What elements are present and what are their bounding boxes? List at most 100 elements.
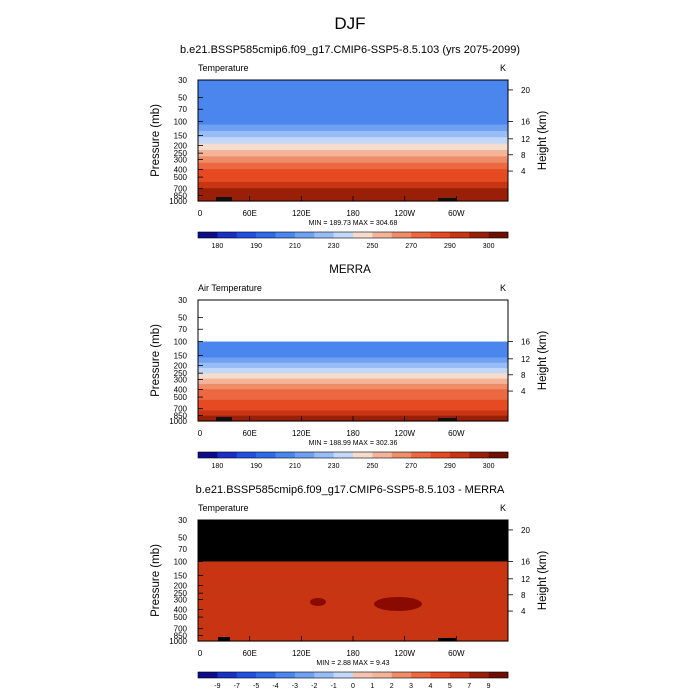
colorbar-frame: [197, 451, 509, 459]
y-tick-label: 250: [174, 149, 188, 158]
x-tick-label: 0: [198, 429, 203, 438]
colorbar-label: -4: [272, 683, 278, 690]
colorbar-swatch: [411, 232, 431, 238]
colorbar-swatch: [469, 452, 489, 458]
y-tick-label: 500: [174, 173, 188, 182]
contour-band: [198, 368, 508, 374]
colorbar-swatch: [198, 232, 218, 238]
colorbar-label: -3: [292, 683, 298, 690]
missing-data-region: [198, 520, 508, 562]
y-tick-label: 50: [178, 314, 187, 323]
y-tick-label: 700: [174, 625, 188, 634]
y-tick-label: 70: [178, 105, 187, 114]
colorbar-swatch: [391, 232, 412, 238]
colorbar-label: 230: [328, 463, 340, 470]
colorbar-swatch: [488, 232, 509, 238]
colorbar-frame: [197, 231, 509, 239]
y-tick-label: 150: [174, 572, 188, 581]
colorbar-swatch: [275, 232, 296, 238]
y-tick-label: 150: [174, 352, 188, 361]
terrain-mask: [216, 417, 232, 421]
height-tick-label: 20: [521, 526, 530, 535]
contour-blob: [310, 598, 326, 606]
y-tick-label: 30: [178, 516, 187, 525]
panel-right-label: K: [500, 503, 506, 513]
contour-band: [198, 373, 508, 380]
height-tick-label: 8: [521, 151, 526, 160]
contour-band: [198, 156, 508, 164]
y-tick-label: 30: [178, 76, 187, 85]
colorbar-swatch: [333, 232, 354, 238]
colorbar-swatch: [314, 672, 334, 678]
contour-band: [198, 568, 508, 576]
x-tick-label: 0: [198, 649, 203, 658]
x-tick-label: 180: [346, 649, 360, 658]
colorbar-label: 5: [448, 683, 452, 690]
min-max-stats: MIN = 188.99 MAX = 302.36: [309, 440, 398, 447]
y-tick-label: 200: [174, 581, 188, 590]
y-tick-label: 500: [174, 393, 188, 402]
colorbar-swatch: [198, 672, 218, 678]
colorbar-swatch: [275, 672, 296, 678]
x-tick-label: 120W: [394, 209, 415, 218]
y-tick-label: 300: [174, 375, 188, 384]
y-axis-label: Pressure (mb): [150, 544, 162, 617]
x-tick-label: 120W: [394, 649, 415, 658]
height-axis-label: Height (km): [537, 331, 549, 391]
y-tick-label: 400: [174, 385, 188, 394]
colorbar-swatch: [488, 452, 509, 458]
colorbar-swatch: [430, 232, 451, 238]
colorbar-label: 300: [483, 463, 495, 470]
colorbar-label: 190: [250, 243, 262, 250]
x-tick-label: 180: [346, 209, 360, 218]
colorbar-swatch: [198, 452, 218, 458]
height-tick-label: 12: [521, 575, 530, 584]
y-tick-label: 850: [174, 191, 188, 200]
colorbar-swatch: [217, 672, 238, 678]
contour-band: [198, 383, 508, 390]
y-tick-label: 850: [174, 411, 188, 420]
colorbar-label: 3: [409, 683, 413, 690]
colorbar-swatch: [294, 232, 315, 238]
colorbar-label: 4: [429, 683, 433, 690]
colorbar-swatch: [469, 232, 489, 238]
contour-band: [198, 601, 508, 609]
contour-band: [198, 621, 508, 629]
colorbar-swatch: [469, 672, 489, 678]
panel-left-label: Air Temperature: [198, 283, 262, 293]
contour-band: [198, 594, 508, 602]
colorbar-swatch: [275, 452, 296, 458]
x-tick-label: 120E: [292, 429, 311, 438]
contour-band: [198, 86, 508, 94]
y-axis-label: Pressure (mb): [150, 104, 162, 177]
terrain-mask: [438, 418, 456, 421]
contour-band: [198, 143, 508, 151]
colorbar-label: 290: [444, 463, 456, 470]
chart-panel-1: b.e21.BSSP585cmip6.f09_g17.CMIP6-SSP5-8.…: [150, 44, 549, 250]
colorbar-label: 270: [405, 463, 417, 470]
contour-band: [198, 130, 508, 138]
y-tick-label: 500: [174, 613, 188, 622]
x-tick-label: 60W: [448, 649, 465, 658]
panel-title: MERRA: [329, 264, 371, 276]
contour-band: [198, 105, 508, 113]
colorbar-swatch: [411, 452, 431, 458]
colorbar-swatch: [411, 672, 431, 678]
y-tick-label: 400: [174, 165, 188, 174]
colorbar-swatch: [430, 452, 451, 458]
contour-band: [198, 389, 508, 396]
x-tick-label: 120E: [292, 209, 311, 218]
colorbar-label: 250: [367, 463, 379, 470]
colorbar-swatch: [372, 232, 393, 238]
colorbar-label: 210: [289, 243, 301, 250]
colorbar-swatch: [391, 672, 412, 678]
y-tick-label: 250: [174, 369, 188, 378]
y-tick-label: 400: [174, 605, 188, 614]
colorbar-swatch: [294, 452, 315, 458]
contour-band: [198, 124, 508, 132]
colorbar-swatch: [314, 452, 334, 458]
y-tick-label: 50: [178, 94, 187, 103]
colorbar-swatch: [430, 672, 451, 678]
figure-title: DJF: [334, 14, 365, 33]
colorbar-swatch: [372, 672, 393, 678]
